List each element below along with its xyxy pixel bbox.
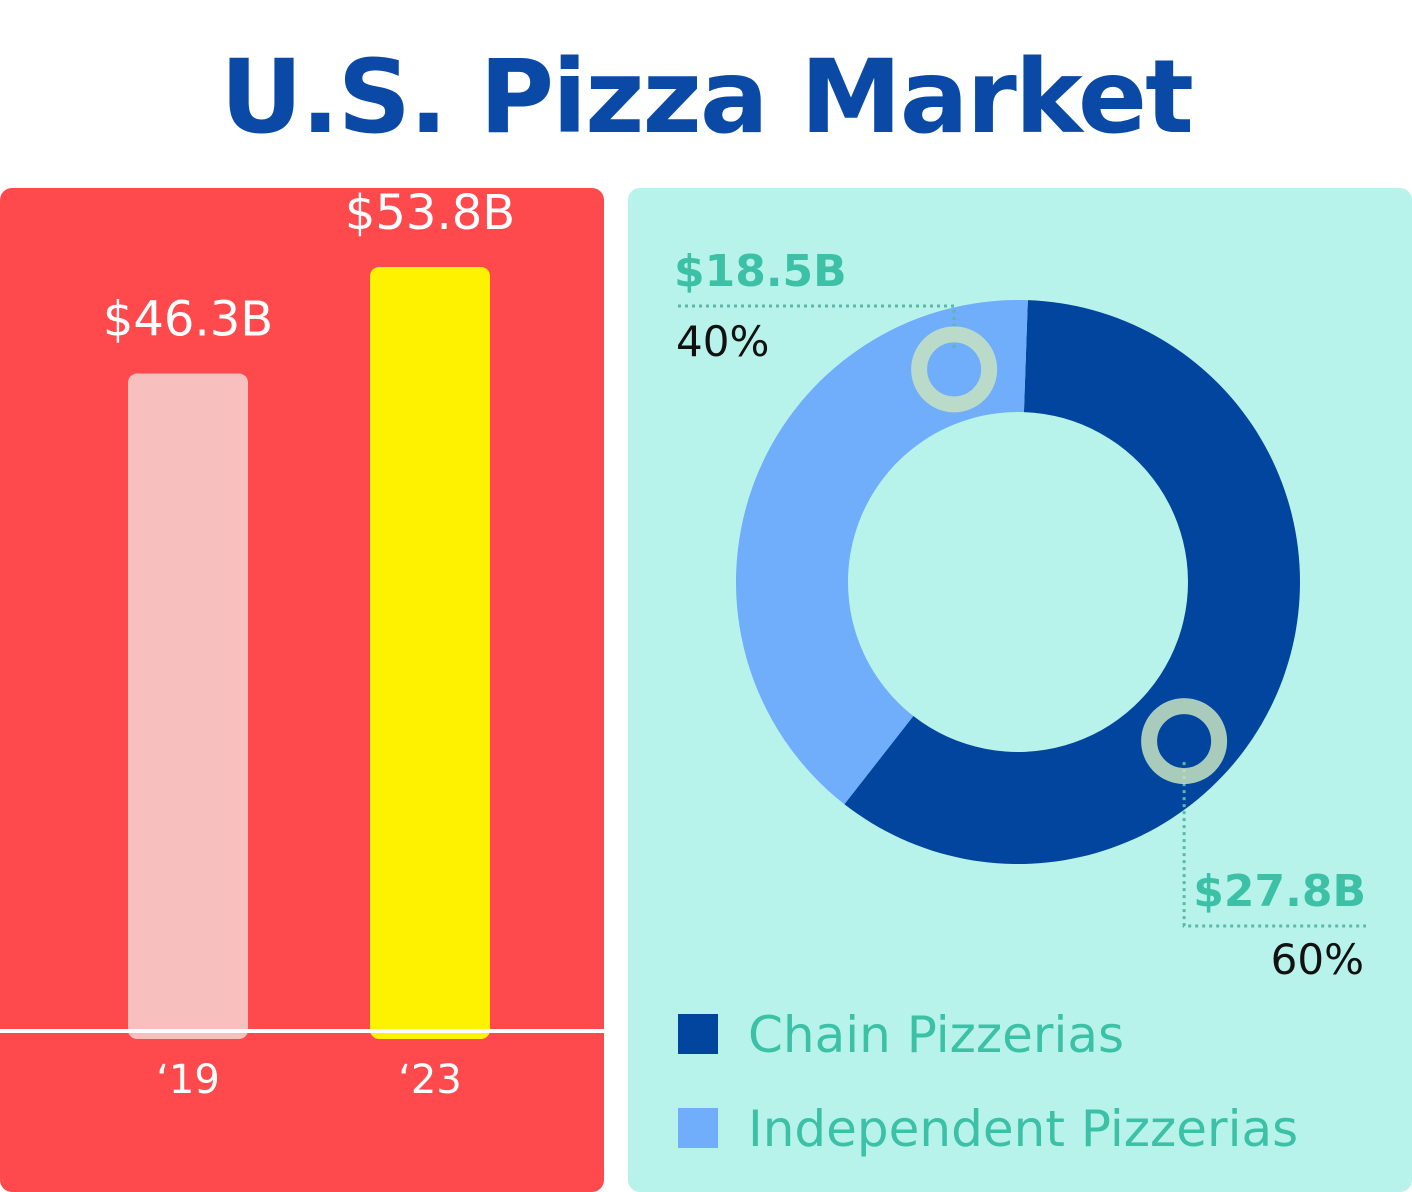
callout-marker-ring-chain bbox=[1141, 698, 1228, 785]
x-tick-label-2023: ‘23 bbox=[398, 1057, 462, 1103]
callout-marker-dot-chain bbox=[1166, 723, 1203, 760]
callout-marker-dot-independent bbox=[936, 351, 973, 388]
legend-swatch-independent bbox=[678, 1108, 718, 1148]
bar-2023 bbox=[370, 267, 490, 1039]
callout-line-chain bbox=[1182, 741, 1366, 928]
bar-value-label-2019: $46.3B bbox=[103, 292, 273, 348]
bar-chart-panel: $46.3B ‘19 $53.8B ‘23 bbox=[0, 188, 604, 1192]
bar-2019 bbox=[128, 373, 248, 1039]
legend-swatch-chain bbox=[678, 1014, 718, 1054]
callout-value-chain: $27.8B bbox=[1193, 866, 1366, 917]
callout-percent-independent: 40% bbox=[676, 317, 769, 366]
donut-slice-chain bbox=[844, 300, 1300, 865]
donut-chart-panel: $18.5B 40% $27.8B 60% Chain Pizzerias Indep… bbox=[628, 188, 1412, 1192]
legend-label-chain: Chain Pizzerias bbox=[748, 1006, 1125, 1064]
callout-value-independent: $18.5B bbox=[674, 246, 847, 297]
legend-label-independent: Independent Pizzerias bbox=[748, 1100, 1299, 1158]
donut-slice-independent bbox=[736, 300, 1028, 805]
bar-value-label-2023: $53.8B bbox=[345, 188, 515, 241]
callout-percent-chain: 60% bbox=[1271, 935, 1364, 984]
callout-marker-ring-independent bbox=[911, 326, 998, 413]
chart-title: U.S. Pizza Market bbox=[220, 38, 1194, 157]
bar-chart: $46.3B ‘19 $53.8B ‘23 bbox=[0, 188, 604, 1103]
donut-chart: $18.5B 40% $27.8B 60% bbox=[674, 246, 1366, 984]
callout-line-independent bbox=[678, 304, 956, 370]
x-tick-label-2019: ‘19 bbox=[156, 1057, 220, 1103]
